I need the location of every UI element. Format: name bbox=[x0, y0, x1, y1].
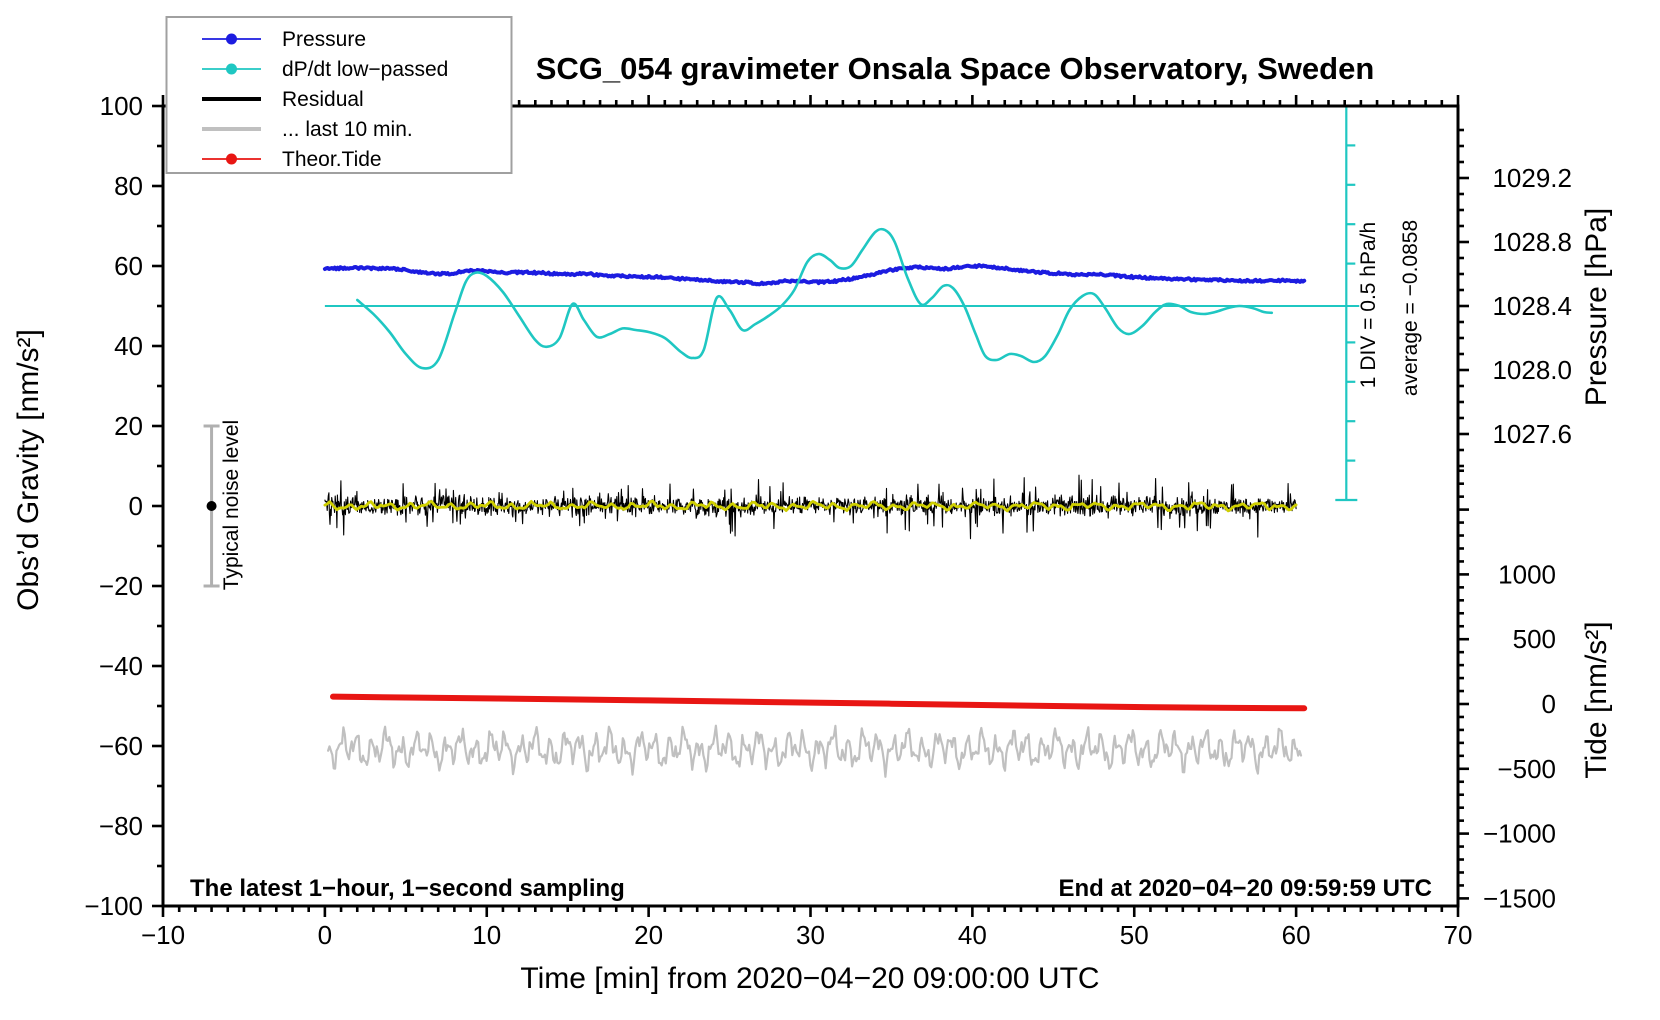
series-residual-smoothed bbox=[323, 499, 1298, 513]
plot-frame bbox=[161, 104, 1460, 908]
pressure-tick-label: 1028.0 bbox=[1492, 355, 1572, 385]
gravity-tick-label: 80 bbox=[114, 171, 143, 201]
x-tick-label: 0 bbox=[318, 920, 332, 950]
legend-item-label: Pressure bbox=[282, 28, 366, 51]
legend-marker-dot bbox=[226, 33, 237, 45]
gravity-tick-label: 60 bbox=[114, 251, 143, 281]
pressure-tick-label: 1028.8 bbox=[1492, 227, 1572, 257]
legend-item-label: dP/dt low−passed bbox=[282, 58, 448, 81]
gravity-tick-label: 40 bbox=[114, 331, 143, 361]
gravity-tick-label: −40 bbox=[99, 651, 143, 681]
x-tick-label: −10 bbox=[141, 920, 185, 950]
x-tick-label: 30 bbox=[796, 920, 825, 950]
gravity-tick-label: −60 bbox=[99, 731, 143, 761]
x-tick-label: 20 bbox=[634, 920, 663, 950]
data-series bbox=[322, 227, 1308, 778]
tide-tick-label: 0 bbox=[1542, 689, 1556, 719]
series-pressure bbox=[322, 263, 1307, 287]
series-last-10-min bbox=[327, 724, 1303, 778]
average-note: average = −0.0858 bbox=[1399, 220, 1422, 396]
legend-marker-dot bbox=[226, 153, 237, 165]
tide-tick-label: 500 bbox=[1513, 624, 1556, 654]
gravity-tick-label: 100 bbox=[100, 91, 143, 121]
gravity-tick-label: −80 bbox=[99, 811, 143, 841]
axis-ticks: −10 0 10 20 30 40 50 60 70100806040200−20−40−60−… bbox=[84, 91, 1572, 950]
gravity-tick-label: −20 bbox=[99, 571, 143, 601]
x-tick-label: 40 bbox=[958, 920, 987, 950]
x-tick-label: 70 bbox=[1444, 920, 1473, 950]
pressure-tick-label: 1027.6 bbox=[1492, 419, 1572, 449]
x-tick-label: 60 bbox=[1282, 920, 1311, 950]
legend-item-label: ... last 10 min. bbox=[282, 118, 413, 141]
legend-box bbox=[165, 16, 513, 174]
tide-tick-label: −1500 bbox=[1483, 883, 1556, 913]
y-axis-label-gravity: Obs’d Gravity [nm/s²] bbox=[12, 329, 45, 611]
end-time-note: End at 2020−04−20 09:59:59 UTC bbox=[1058, 875, 1432, 902]
legend-marker-dot bbox=[226, 63, 237, 75]
x-tick-label: 50 bbox=[1120, 920, 1149, 950]
legend-item-label: Theor.Tide bbox=[282, 148, 382, 171]
tide-tick-label: −500 bbox=[1497, 754, 1556, 784]
noise-error-bar-center-dot bbox=[206, 501, 217, 511]
noise-level-note: Typical noise level bbox=[220, 420, 243, 590]
pressure-tick-label: 1028.4 bbox=[1492, 291, 1572, 321]
div-scale-note: 1 DIV = 0.5 hPa/h bbox=[1357, 222, 1380, 388]
series-theor-tide bbox=[330, 693, 1308, 712]
sampling-note: The latest 1−hour, 1−second sampling bbox=[190, 875, 625, 902]
gravity-tick-label: −100 bbox=[84, 891, 143, 921]
chart-title: SCG_054 gravimeter Onsala Space Observat… bbox=[536, 51, 1375, 86]
gravity-tick-label: 0 bbox=[129, 491, 143, 521]
y-axis-label-tide: Tide [nm/s²] bbox=[1580, 621, 1613, 778]
tide-tick-label: −1000 bbox=[1483, 819, 1556, 849]
x-axis-label: Time [min] from 2020−04−20 09:00:00 UTC bbox=[520, 962, 1099, 995]
tide-tick-label: 1000 bbox=[1498, 559, 1556, 589]
legend: Pressure dP/dt low−passed Residual ... last… bbox=[165, 16, 513, 174]
legend-item-label: Residual bbox=[282, 88, 364, 111]
pressure-tick-label: 1029.2 bbox=[1492, 163, 1572, 193]
gravity-tick-label: 20 bbox=[114, 411, 143, 441]
y-axis-label-pressure: Pressure [hPa] bbox=[1580, 208, 1613, 406]
plot-annotations bbox=[203, 104, 1360, 588]
x-tick-label: 10 bbox=[472, 920, 501, 950]
series-dp-dt-low-passed bbox=[356, 227, 1274, 370]
